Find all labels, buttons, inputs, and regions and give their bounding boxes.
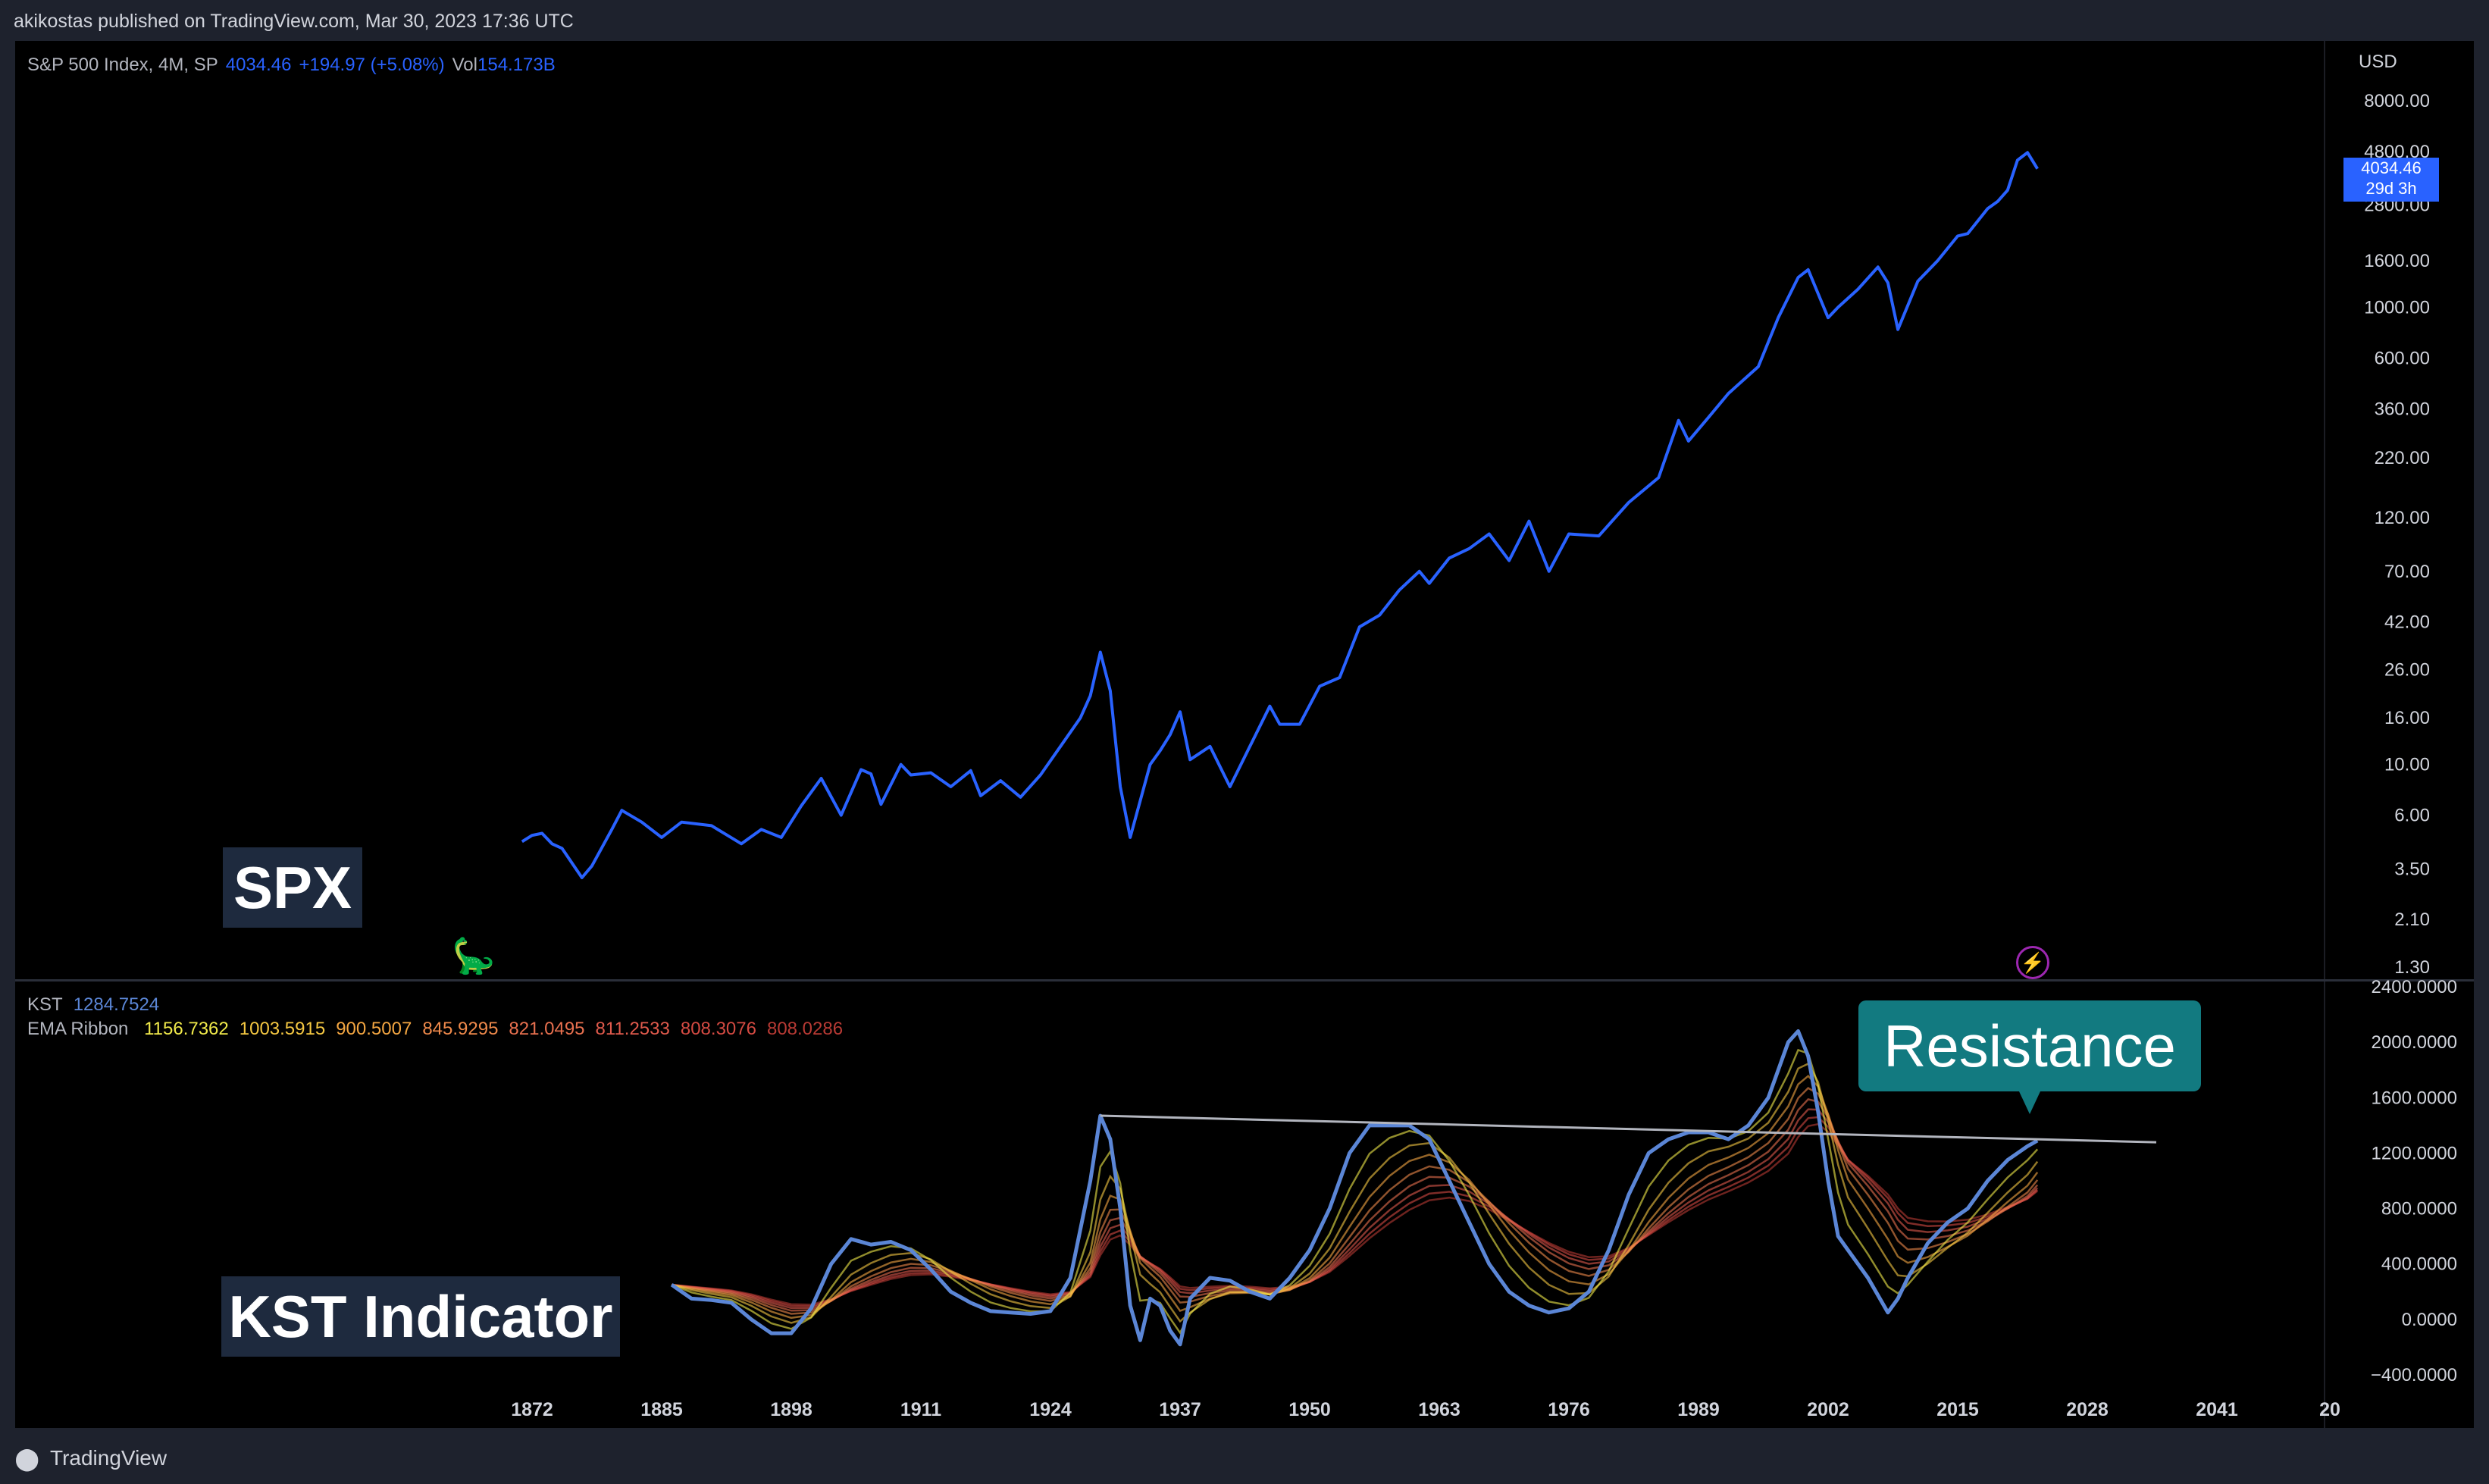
kst-annotation[interactable]: KST Indicator: [221, 1276, 620, 1357]
volume-label: Vol: [452, 55, 477, 75]
price-tag-price: 4034.46: [2361, 158, 2422, 177]
kst-axis-tick-label[interactable]: 400.0000: [2381, 1254, 2457, 1275]
pane-divider[interactable]: [15, 979, 2474, 982]
time-axis-tick-label[interactable]: 1937: [1159, 1399, 1201, 1420]
publisher-line: akikostas published on TradingView.com, …: [14, 11, 574, 32]
price-axis-tick-label[interactable]: 16.00: [2384, 708, 2430, 728]
volume-value: 154.173B: [477, 55, 556, 75]
price-tag: 4034.46 29d 3h: [2343, 158, 2439, 202]
price-change: +194.97 (+5.08%): [299, 55, 445, 75]
tradingview-logo-icon[interactable]: ⬤: [15, 1447, 39, 1470]
currency-label[interactable]: USD: [2359, 52, 2397, 72]
price-axis-tick-label[interactable]: 2.10: [2394, 909, 2430, 930]
kst-axis-tick-label[interactable]: 800.0000: [2381, 1199, 2457, 1219]
ema-ribbon-value: 808.3076: [680, 1019, 756, 1039]
last-price: 4034.46: [225, 55, 292, 75]
kst-axis-tick-label[interactable]: 0.0000: [2402, 1310, 2457, 1330]
kst-legend: KST 1284.7524: [27, 994, 170, 1016]
ema-ribbon-line[interactable]: [671, 1074, 2039, 1320]
kst-axis-tick-label[interactable]: 1200.0000: [2372, 1143, 2457, 1163]
time-axis-tick-label[interactable]: 2041: [2196, 1399, 2238, 1420]
time-axis-tick-label[interactable]: 1911: [900, 1399, 941, 1420]
time-axis-tick-label[interactable]: 1976: [1548, 1399, 1590, 1420]
dinosaur-icon[interactable]: 🦕: [452, 936, 496, 975]
time-axis-tick-label[interactable]: 2015: [1936, 1399, 1979, 1420]
time-axis-tick-label[interactable]: 2028: [2066, 1399, 2109, 1420]
price-axis-tick-label[interactable]: 1.30: [2394, 957, 2430, 978]
time-axis-tick-label[interactable]: 1885: [640, 1399, 683, 1420]
price-axis-tick-label[interactable]: 3.50: [2394, 859, 2430, 879]
ema-ribbon-value: 1003.5915: [239, 1019, 326, 1039]
price-axis-tick-label[interactable]: 360.00: [2375, 399, 2430, 419]
price-axis-tick-label[interactable]: 70.00: [2384, 562, 2430, 582]
price-axis-tick-label[interactable]: 42.00: [2384, 612, 2430, 633]
spx-annotation[interactable]: SPX: [223, 847, 362, 928]
resistance-callout-pointer: [2019, 1091, 2040, 1114]
price-tag-countdown: 29d 3h: [2365, 179, 2417, 198]
price-axis-tick-label[interactable]: 8000.00: [2364, 91, 2430, 111]
ema-ribbon-legend: EMA Ribbon 1156.7362 1003.5915 900.5007 845…: [27, 1019, 853, 1040]
kst-axis-tick-label[interactable]: 2400.0000: [2372, 977, 2457, 997]
kst-axis-tick-label[interactable]: 2000.0000: [2372, 1032, 2457, 1053]
price-axis-tick-label[interactable]: 1000.00: [2364, 297, 2430, 318]
ema-ribbon-value: 808.0286: [766, 1019, 844, 1039]
main-legend: S&P 500 Index, 4M, SP 4034.46 +194.97 (+5.…: [27, 55, 563, 76]
time-axis-tick-label[interactable]: 1872: [511, 1399, 553, 1420]
price-axis-tick-label[interactable]: 10.00: [2384, 755, 2430, 775]
time-axis-tick-label[interactable]: 20: [2319, 1399, 2340, 1420]
ema-ribbon-label[interactable]: EMA Ribbon: [27, 1019, 129, 1039]
kst-label[interactable]: KST: [27, 994, 63, 1015]
footer: ⬤ TradingView: [0, 1428, 2489, 1484]
ema-ribbon-value: 821.0495: [509, 1019, 585, 1039]
lightning-icon[interactable]: ⚡: [2016, 946, 2049, 979]
time-axis-tick-label[interactable]: 1963: [1418, 1399, 1461, 1420]
symbol-label[interactable]: S&P 500 Index, 4M, SP: [27, 55, 218, 75]
price-axis-tick-label[interactable]: 120.00: [2375, 508, 2430, 528]
price-axis-tick-label[interactable]: 220.00: [2375, 448, 2430, 468]
time-axis-tick-label[interactable]: 2002: [1807, 1399, 1849, 1420]
spx-price-line[interactable]: [521, 151, 2039, 879]
time-axis-tick-label[interactable]: 1950: [1288, 1399, 1331, 1420]
ema-ribbon-line[interactable]: [672, 1116, 2039, 1307]
footer-brand[interactable]: TradingView: [50, 1446, 167, 1470]
top-bar: akikostas published on TradingView.com, …: [0, 0, 2489, 41]
resistance-callout[interactable]: Resistance: [1858, 1000, 2201, 1091]
kst-axis-tick-label[interactable]: −400.0000: [2371, 1365, 2457, 1385]
ema-ribbon-value: 1156.7362: [144, 1019, 229, 1039]
ema-ribbon-line[interactable]: [671, 1048, 2039, 1335]
kst-axis-tick-label[interactable]: 1600.0000: [2372, 1088, 2457, 1108]
kst-line[interactable]: [670, 1029, 2039, 1347]
ema-ribbon-value: 845.9295: [422, 1019, 499, 1039]
time-axis-tick-label[interactable]: 1989: [1677, 1399, 1720, 1420]
ema-ribbon-value: 811.2533: [595, 1019, 670, 1039]
kst-value: 1284.7524: [73, 994, 160, 1015]
price-axis-separator: [2324, 41, 2325, 1428]
resistance-trendline[interactable]: [1100, 1114, 2157, 1144]
price-axis-tick-label[interactable]: 600.00: [2375, 348, 2430, 368]
time-axis-tick-label[interactable]: 1898: [770, 1399, 812, 1420]
ema-ribbon-line[interactable]: [672, 1122, 2038, 1306]
chart-frame[interactable]: [15, 41, 2474, 1428]
price-axis-tick-label[interactable]: 26.00: [2384, 660, 2430, 681]
ema-ribbon-value: 900.5007: [336, 1019, 412, 1039]
price-axis-tick-label[interactable]: 6.00: [2394, 806, 2430, 826]
price-axis-tick-label[interactable]: 1600.00: [2364, 251, 2430, 271]
time-axis-tick-label[interactable]: 1924: [1029, 1399, 1072, 1420]
